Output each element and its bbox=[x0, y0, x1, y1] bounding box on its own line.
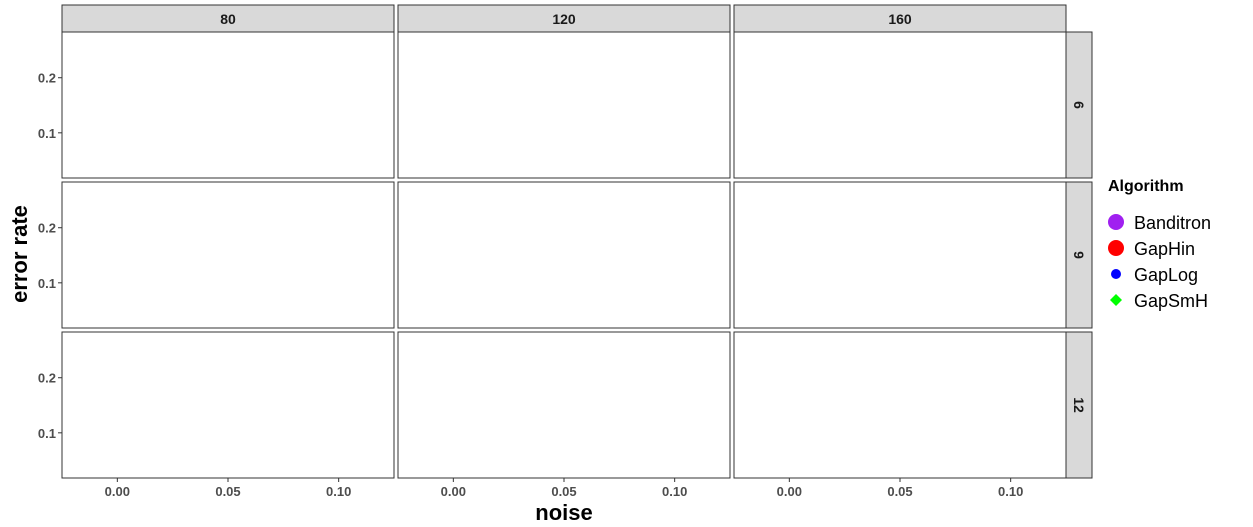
legend: Algorithm Banditron GapHin GapLog GapSmH bbox=[1108, 178, 1211, 311]
panel-6-80 bbox=[61, 31, 395, 179]
panel-border bbox=[61, 181, 395, 329]
x-tick-label: 0.05 bbox=[215, 484, 240, 499]
panel-border bbox=[397, 181, 731, 329]
panel-12-120 bbox=[397, 331, 731, 479]
legend-item-banditron: Banditron bbox=[1108, 213, 1211, 233]
legend-item-gaplog: GapLog bbox=[1111, 265, 1198, 285]
panel-9-80 bbox=[61, 181, 395, 329]
x-tick-label: 0.05 bbox=[551, 484, 576, 499]
panel-border bbox=[61, 331, 395, 479]
facet-strip-col-160: 160 bbox=[733, 4, 1067, 33]
panel-6-160 bbox=[733, 31, 1067, 179]
panel-border bbox=[397, 331, 731, 479]
facet-strip-label: 160 bbox=[888, 11, 912, 27]
y-tick-label: 0.2 bbox=[38, 221, 56, 236]
facet-strip-label: 80 bbox=[220, 11, 236, 27]
x-tick-label: 0.10 bbox=[326, 484, 351, 499]
panel-border bbox=[397, 31, 731, 179]
facet-strip-row-9: 9 bbox=[1065, 181, 1093, 329]
x-tick-label: 0.00 bbox=[105, 484, 130, 499]
y-tick-label: 0.1 bbox=[38, 426, 56, 441]
facet-strip-col-120: 120 bbox=[397, 4, 731, 33]
panel-border bbox=[733, 181, 1067, 329]
legend-key bbox=[1108, 240, 1124, 256]
legend-key bbox=[1111, 269, 1121, 279]
facet-strip-label: 6 bbox=[1071, 101, 1087, 109]
facet-strip-label: 120 bbox=[552, 11, 576, 27]
x-tick-label: 0.10 bbox=[998, 484, 1023, 499]
facet-panels: 80 120 160 6 9 12 0.1 0.2 0.1 0.2 0.1 0.2 0.00 0.05 0.… bbox=[38, 4, 1093, 499]
legend-key bbox=[1110, 294, 1122, 306]
x-tick-label: 0.10 bbox=[662, 484, 687, 499]
facet-strip-col-80: 80 bbox=[61, 4, 395, 33]
x-tick-label: 0.00 bbox=[441, 484, 466, 499]
x-tick-label: 0.00 bbox=[777, 484, 802, 499]
panel-border bbox=[733, 31, 1067, 179]
y-tick-label: 0.1 bbox=[38, 276, 56, 291]
y-axis-title: error rate bbox=[7, 205, 32, 303]
x-axis-title: noise bbox=[535, 500, 592, 525]
facet-strip-label: 12 bbox=[1071, 397, 1087, 413]
legend-title: Algorithm bbox=[1108, 178, 1184, 195]
y-tick-label: 0.1 bbox=[38, 126, 56, 141]
legend-label: Banditron bbox=[1134, 213, 1211, 233]
facet-strip-row-12: 12 bbox=[1065, 331, 1093, 479]
panel-9-160 bbox=[733, 181, 1067, 329]
axes: error rate noise bbox=[7, 205, 593, 525]
legend-item-gapsmh: GapSmH bbox=[1110, 291, 1208, 311]
legend-label: GapSmH bbox=[1134, 291, 1208, 311]
facet-strip-row-6: 6 bbox=[1065, 31, 1093, 179]
panel-12-80 bbox=[61, 331, 395, 479]
legend-item-gaphin: GapHin bbox=[1108, 239, 1195, 259]
legend-label: GapLog bbox=[1134, 265, 1198, 285]
x-tick-label: 0.05 bbox=[887, 484, 912, 499]
panel-12-160 bbox=[733, 331, 1067, 479]
y-tick-label: 0.2 bbox=[38, 71, 56, 86]
panel-9-120 bbox=[397, 181, 731, 329]
facet-strip-label: 9 bbox=[1071, 251, 1087, 259]
panel-border bbox=[733, 331, 1067, 479]
panel-border bbox=[61, 31, 395, 179]
panel-6-120 bbox=[397, 31, 731, 179]
legend-key bbox=[1108, 214, 1124, 230]
y-tick-label: 0.2 bbox=[38, 371, 56, 386]
legend-label: GapHin bbox=[1134, 239, 1195, 259]
